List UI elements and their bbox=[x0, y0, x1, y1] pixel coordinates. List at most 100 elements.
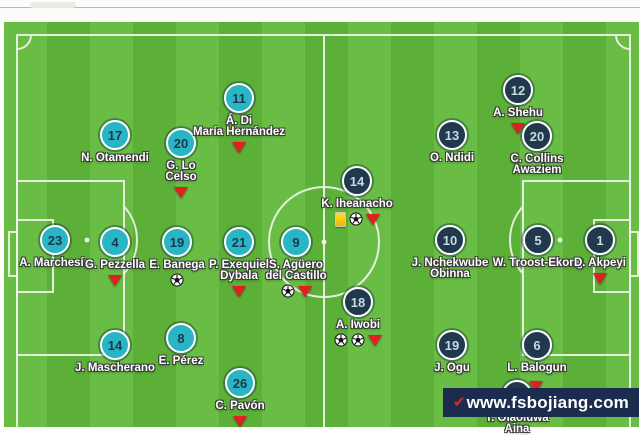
players-layer: 23 A. Marchesín 17 N. Otamendi 4 G. Pezzella 1… bbox=[4, 22, 640, 435]
player-circle[interactable]: 12 bbox=[503, 75, 533, 105]
player-status-icons bbox=[232, 140, 246, 154]
sub-off-icon bbox=[529, 380, 543, 392]
player-circle[interactable]: 19 bbox=[437, 330, 467, 360]
player-status-icons bbox=[529, 379, 543, 393]
player-circle[interactable]: 14 bbox=[100, 330, 130, 360]
player-circle[interactable]: 19 bbox=[162, 227, 192, 257]
corner-arc-top-right bbox=[615, 34, 631, 50]
player-name-line: Celso bbox=[165, 171, 197, 183]
player-name: J. Nchekwube Obinna bbox=[412, 257, 489, 280]
watermark-text: www.fsbojiang.com bbox=[466, 392, 629, 412]
player-number: 17 bbox=[107, 127, 123, 143]
penalty-spot-left bbox=[84, 237, 90, 243]
player-name-line: D. Akpeyi bbox=[574, 257, 626, 269]
player-token[interactable]: 14 K. Iheanacho bbox=[292, 166, 422, 227]
penalty-spot-right bbox=[557, 237, 563, 243]
player-token[interactable]: 23 A. Marchesín bbox=[0, 225, 120, 269]
player-token[interactable]: 26 C. Pavón bbox=[175, 368, 305, 428]
penalty-arc-right bbox=[509, 205, 524, 275]
player-number: 26 bbox=[232, 375, 248, 391]
player-token[interactable]: 11 Á. Di María Hernández bbox=[174, 83, 304, 154]
player-token[interactable]: 17 N. Otamendi bbox=[50, 120, 180, 164]
player-circle[interactable]: 1 bbox=[585, 225, 615, 255]
player-status-icons bbox=[108, 273, 122, 287]
player-name-line: Obinna bbox=[430, 268, 470, 280]
player-circle[interactable]: 4 bbox=[100, 227, 130, 257]
player-circle[interactable]: 20 bbox=[166, 128, 196, 158]
player-name-line: E. Banega bbox=[149, 259, 205, 271]
player-circle[interactable]: 26 bbox=[225, 368, 255, 398]
player-status-icons bbox=[280, 284, 312, 298]
player-name: L. Balogun bbox=[507, 362, 567, 374]
player-circle[interactable]: 11 bbox=[224, 83, 254, 113]
player-token[interactable]: 4 G. Pezzella bbox=[50, 227, 180, 287]
player-name-line: K. Iheanacho bbox=[321, 198, 393, 210]
goal-ball-icon bbox=[334, 333, 348, 347]
goal-ball-icon bbox=[170, 273, 184, 287]
player-name: C. Collins Awaziem bbox=[510, 153, 563, 176]
player-token[interactable]: 20 G. Lo Celso bbox=[116, 128, 246, 199]
player-name: O. Ndidi bbox=[430, 152, 474, 164]
player-token[interactable]: 5 W. Troost-Ekong bbox=[473, 225, 603, 269]
player-name-line: Á. Di bbox=[225, 115, 253, 127]
sub-off-icon bbox=[511, 122, 525, 134]
player-circle[interactable]: 10 bbox=[435, 225, 465, 255]
player-token[interactable]: 8 E. Pérez bbox=[116, 323, 246, 367]
goal-right bbox=[629, 231, 639, 277]
player-token[interactable]: 18 A. Iwobi bbox=[293, 287, 423, 347]
player-token[interactable]: 9 S. Agüero del Castillo bbox=[231, 227, 361, 298]
player-name: P. Exequiel Dybala bbox=[209, 259, 269, 282]
player-circle[interactable]: 6 bbox=[522, 330, 552, 360]
player-status-icons bbox=[334, 211, 380, 227]
player-circle[interactable]: 5 bbox=[523, 225, 553, 255]
player-token[interactable]: 1 D. Akpeyi bbox=[535, 225, 640, 285]
pitch-markings bbox=[8, 34, 639, 427]
player-circle[interactable]: 18 bbox=[343, 287, 373, 317]
player-number: 20 bbox=[173, 135, 189, 151]
sub-off-icon bbox=[174, 186, 188, 198]
player-token[interactable]: 14 J. Mascherano bbox=[50, 330, 180, 374]
player-circle[interactable]: 20 bbox=[522, 121, 552, 151]
player-name: D. Akpeyi bbox=[574, 257, 626, 269]
player-name: Á. Di María Hernández bbox=[193, 115, 285, 138]
player-name: W. Troost-Ekong bbox=[493, 257, 584, 269]
player-circle[interactable]: 23 bbox=[40, 225, 70, 255]
player-number: 13 bbox=[444, 127, 460, 143]
player-number: 6 bbox=[533, 337, 541, 353]
player-number: 9 bbox=[292, 234, 300, 250]
player-number: 23 bbox=[47, 232, 63, 248]
player-circle[interactable]: 21 bbox=[224, 227, 254, 257]
player-number: 19 bbox=[444, 337, 460, 353]
player-number: 21 bbox=[231, 234, 247, 250]
player-circle[interactable]: 14 bbox=[342, 166, 372, 196]
player-token[interactable]: 19 J. Ogu bbox=[387, 330, 517, 374]
player-number: 18 bbox=[350, 294, 366, 310]
player-token[interactable]: 12 A. Shehu bbox=[453, 75, 583, 135]
player-token[interactable]: 6 L. Balogun bbox=[472, 330, 602, 374]
player-circle[interactable]: 17 bbox=[100, 120, 130, 150]
player-name-line: T. Olaoluwa bbox=[485, 412, 549, 424]
player-token[interactable]: 13 O. Ndidi bbox=[387, 120, 517, 164]
watermark-logo-icon: ✔ bbox=[453, 394, 466, 411]
player-status-icons bbox=[170, 273, 184, 287]
player-number: 12 bbox=[510, 82, 526, 98]
yellow-card-icon bbox=[334, 211, 346, 227]
center-circle bbox=[268, 186, 380, 298]
player-status-icons bbox=[174, 185, 188, 199]
player-circle[interactable]: 13 bbox=[437, 120, 467, 150]
player-name-line: L. Balogun bbox=[507, 362, 567, 374]
player-circle[interactable]: 9 bbox=[281, 227, 311, 257]
player-number: 1 bbox=[596, 232, 604, 248]
player-token[interactable]: 21 P. Exequiel Dybala bbox=[174, 227, 304, 298]
player-circle[interactable]: 8 bbox=[166, 323, 196, 353]
player-number: 11 bbox=[232, 90, 246, 106]
corner-arc-top-left bbox=[16, 34, 32, 50]
player-token[interactable]: 19 E. Banega bbox=[112, 227, 242, 287]
sub-off-icon bbox=[365, 213, 380, 225]
player-name-line: A. Iwobi bbox=[335, 319, 381, 331]
player-number: 8 bbox=[177, 330, 185, 346]
player-token[interactable]: 20 C. Collins Awaziem bbox=[472, 121, 602, 176]
player-name-line: Aina bbox=[504, 423, 530, 435]
player-token[interactable]: 10 J. Nchekwube Obinna bbox=[385, 225, 515, 280]
goal-ball-icon bbox=[348, 212, 363, 226]
